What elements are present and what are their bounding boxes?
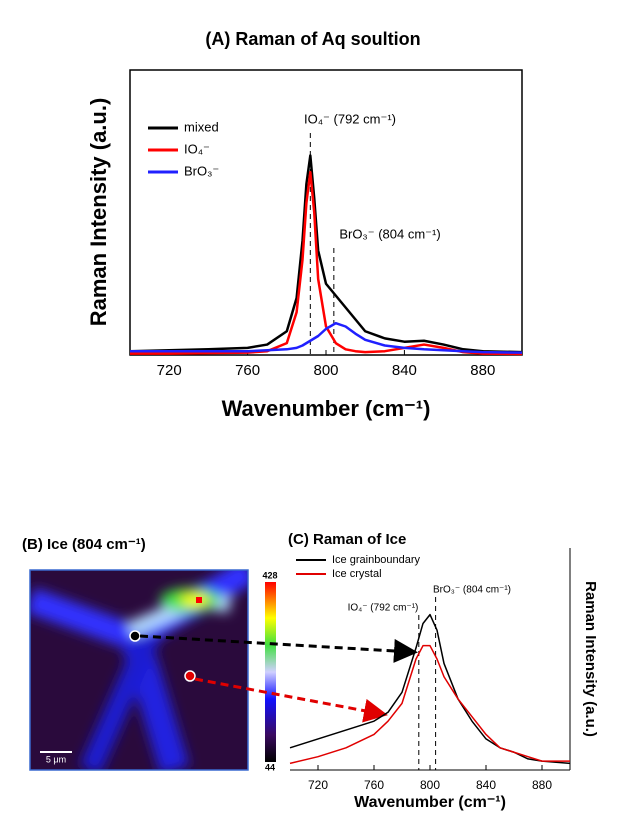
arrow [194,677,388,723]
x-tick-label: 840 [476,778,496,792]
heatmap-image [30,570,248,770]
series-line [130,170,523,356]
colorbar-max: 428 [262,570,277,580]
chart-title: (A) Raman of Aq soultion [205,29,420,49]
x-tick-label: 760 [235,362,260,379]
x-tick-label: 880 [470,362,495,379]
y-axis-label: Raman Intensity (a.u.) [582,581,599,737]
scale-bar-label: 5 μm [46,754,66,764]
x-tick-label: 800 [420,778,440,792]
x-axis-label: Wavenumber (cm⁻¹) [354,794,506,811]
series-line [289,644,570,765]
colorbar-min: 44 [265,762,275,772]
annotation: BrO₃⁻ (804 cm⁻¹) [433,585,511,596]
legend-label: BrO₃⁻ [184,163,219,178]
chart-title: (C) Raman of Ice [288,531,406,548]
series-line [129,154,523,354]
colorbar [265,582,276,762]
x-tick-label: 880 [532,778,552,792]
x-axis-label: Wavenumber (cm⁻¹) [222,396,431,421]
arrow [139,634,418,663]
x-tick-label: 840 [392,362,417,379]
x-tick-label: 720 [308,778,328,792]
legend-label: Ice grainboundary [332,554,421,566]
legend-label: mixed [184,119,219,134]
panel-title: (B) Ice (804 cm⁻¹) [22,536,146,553]
legend-label: Ice crystal [332,568,382,580]
x-tick-label: 800 [313,362,338,379]
annotation: IO₄⁻ (792 cm⁻¹) [348,603,419,614]
series-line [130,321,523,354]
y-axis-label: Raman Intensity (a.u.) [86,98,111,327]
legend-label: IO₄⁻ [184,141,210,156]
image-frame [29,569,249,771]
annotation: IO₄⁻ (792 cm⁻¹) [304,111,396,126]
x-tick-label: 720 [157,362,182,379]
x-tick-label: 760 [364,778,384,792]
series-line [289,613,571,765]
annotation: BrO₃⁻ (804 cm⁻¹) [339,226,440,241]
